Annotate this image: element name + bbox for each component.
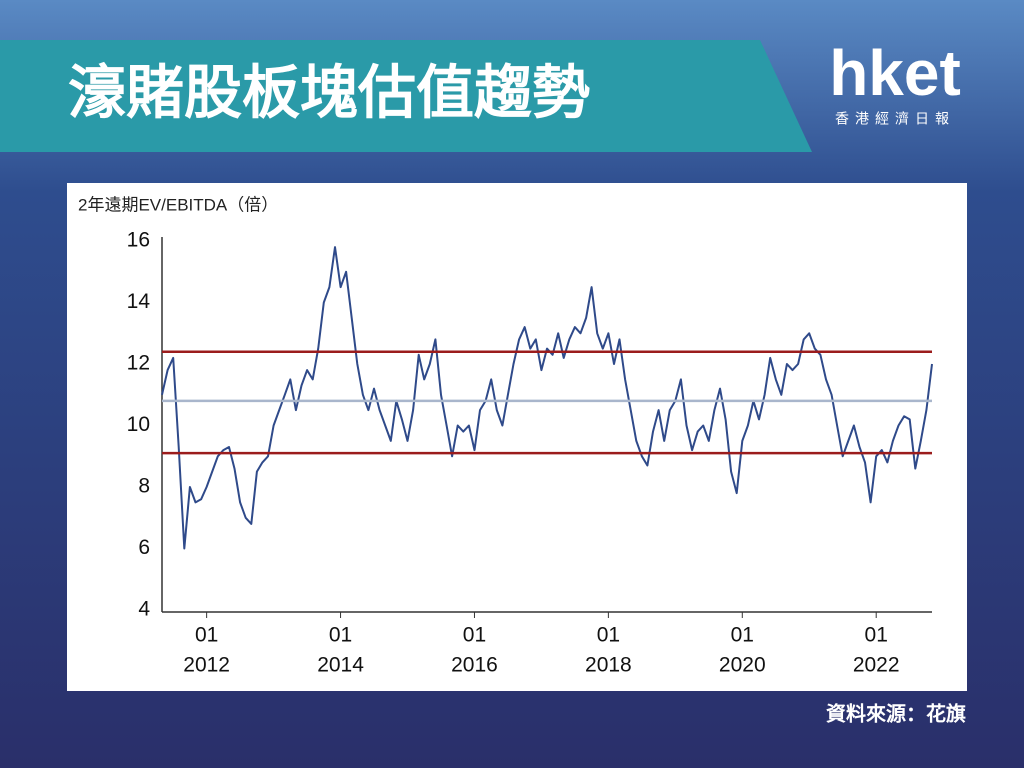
x-tick-label: 01 [597, 624, 620, 647]
x-tick-label: 2012 [183, 654, 230, 677]
x-tick-label: 2020 [719, 654, 766, 677]
y-tick-label: 12 [127, 352, 150, 375]
y-tick-label: 4 [138, 598, 150, 621]
title: 濠賭股板塊估值趨勢 [68, 60, 590, 125]
logo-subtitle: 香港經濟日報 [835, 111, 955, 127]
y-tick-label: 6 [138, 536, 150, 559]
x-tick-label: 2014 [317, 654, 364, 677]
x-tick-label: 2022 [853, 654, 900, 677]
x-tick-label: 01 [195, 624, 218, 647]
y-tick-label: 10 [127, 413, 150, 436]
x-tick-label: 01 [865, 624, 888, 647]
logo: hket [829, 37, 961, 109]
plot: 4 6 8 10 12 14 16 01 2012 01 2014 01 2016 01 2018 01 202… [127, 229, 933, 677]
y-tick-label: 8 [138, 475, 150, 498]
x-tick-label: 01 [463, 624, 486, 647]
chart-panel [67, 183, 967, 691]
source: 資料來源：花旗 [826, 701, 966, 725]
x-tick-label: 2016 [451, 654, 498, 677]
data-line [161, 246, 933, 550]
x-tick-label: 01 [329, 624, 352, 647]
y-axis-label: 2年遠期EV/EBITDA（倍） [78, 195, 278, 214]
x-tick-label: 01 [731, 624, 754, 647]
x-tick-label: 2018 [585, 654, 632, 677]
title-banner [0, 40, 812, 152]
y-tick-label: 16 [127, 229, 150, 252]
y-tick-label: 14 [127, 290, 151, 313]
